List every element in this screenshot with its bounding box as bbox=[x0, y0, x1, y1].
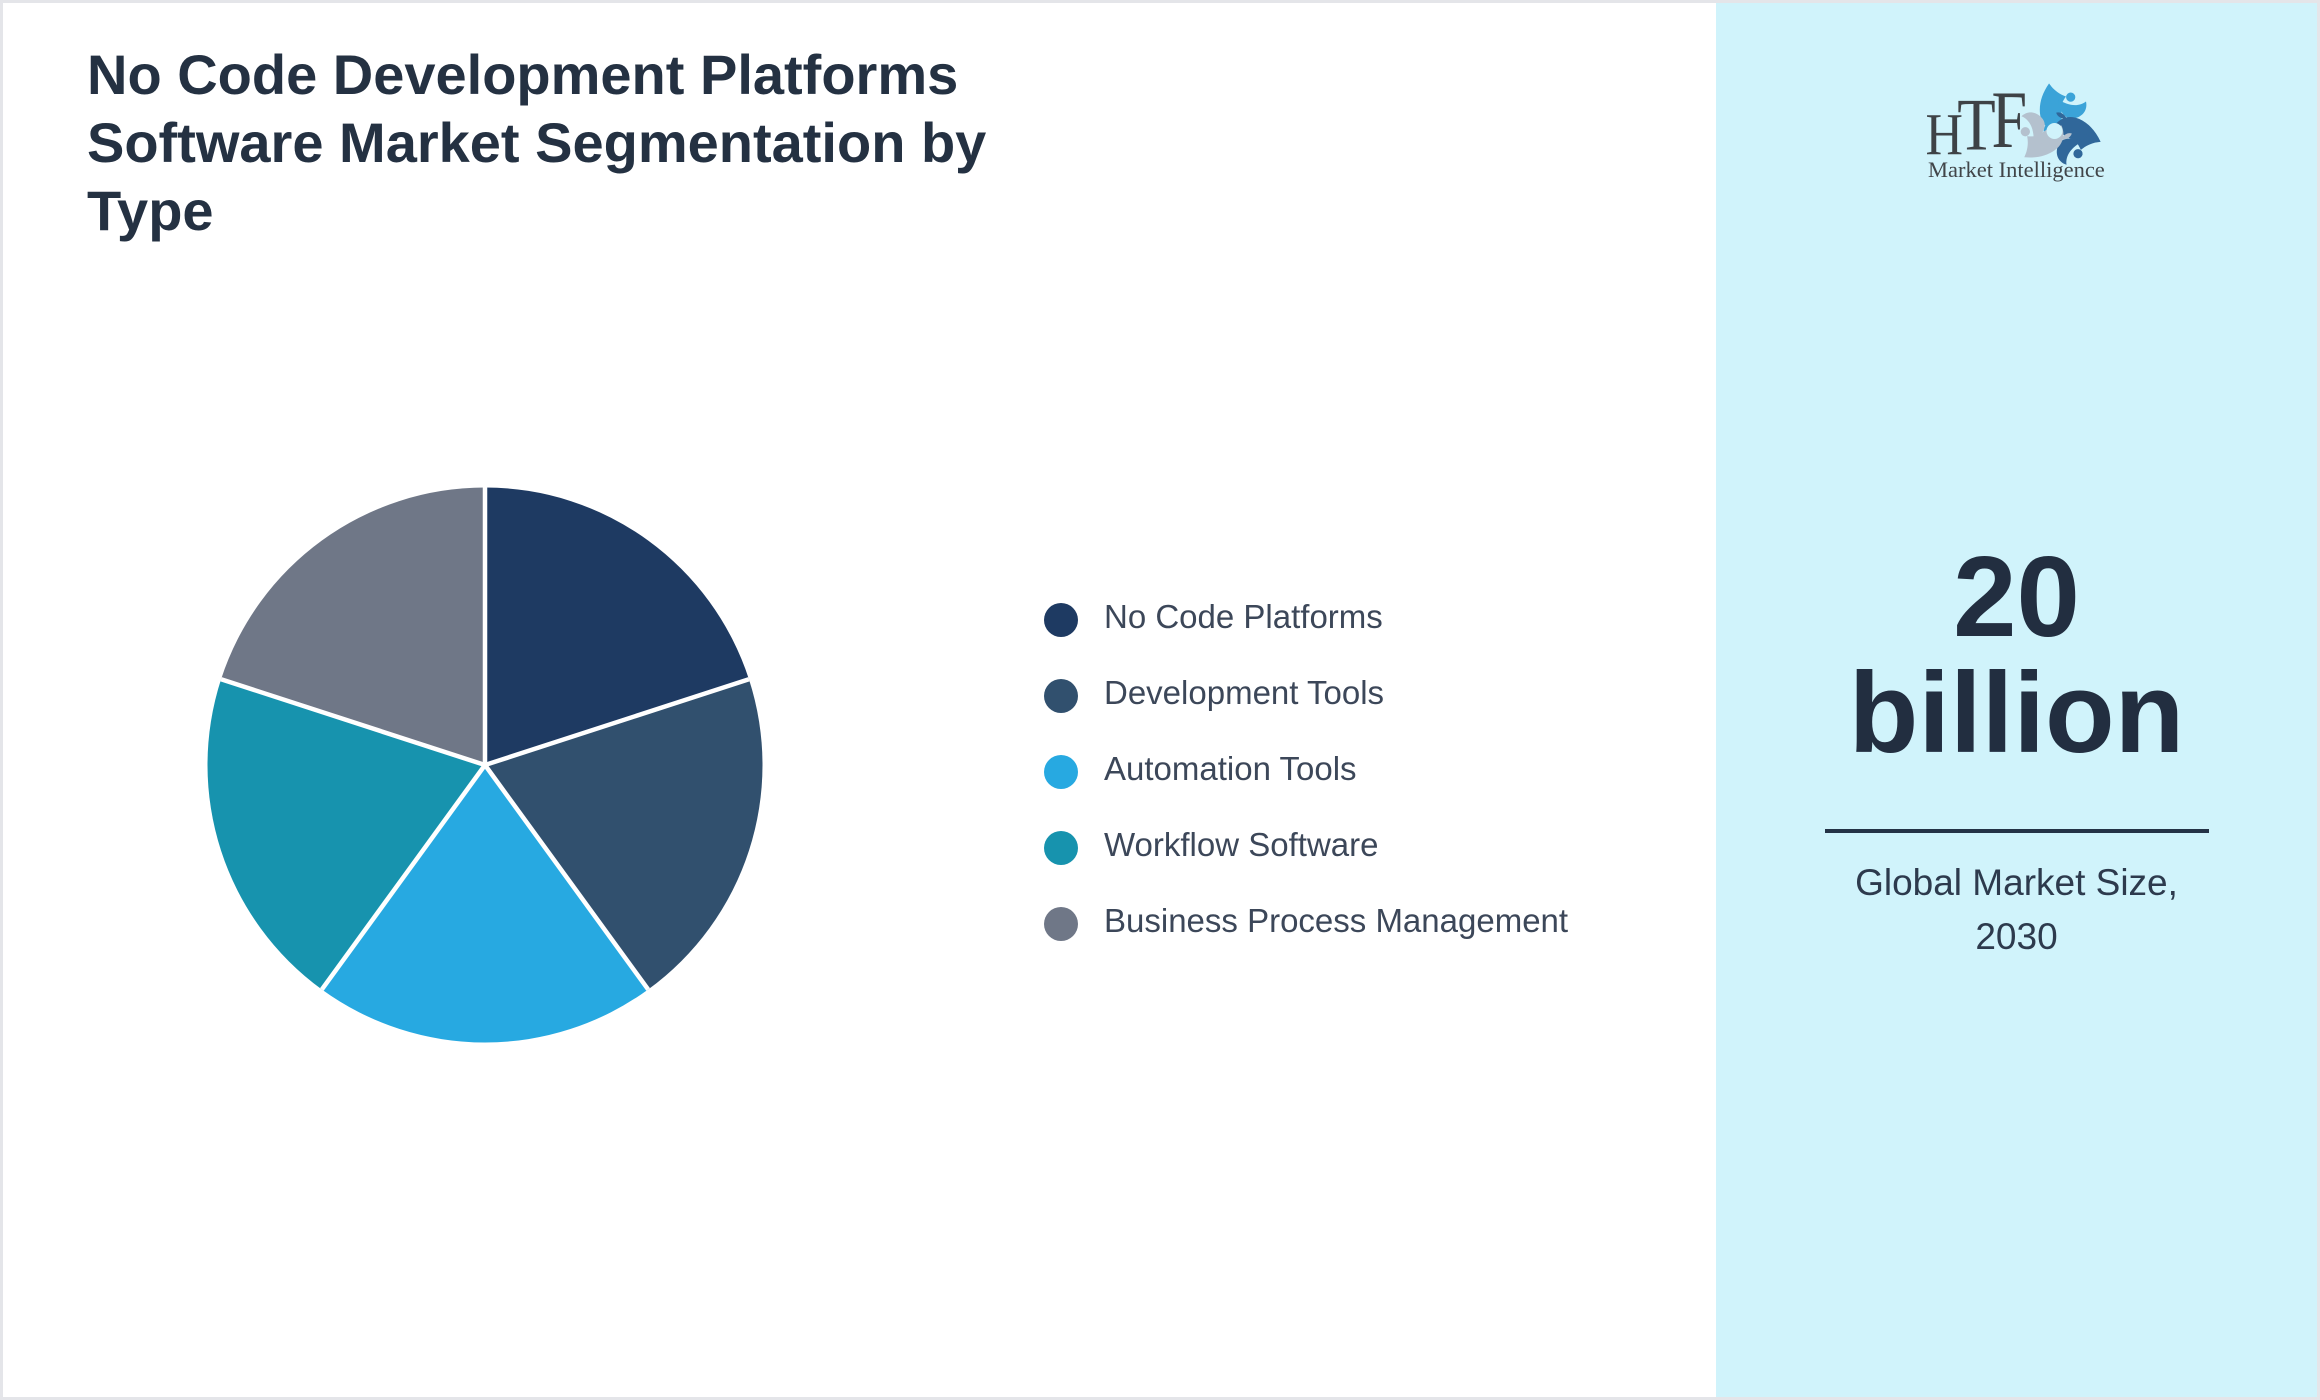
svg-text:F: F bbox=[1991, 73, 2027, 164]
svg-text:T: T bbox=[1957, 84, 1995, 166]
svg-text:Market Intelligence: Market Intelligence bbox=[1928, 157, 2105, 182]
svg-text:H: H bbox=[1926, 102, 1964, 168]
